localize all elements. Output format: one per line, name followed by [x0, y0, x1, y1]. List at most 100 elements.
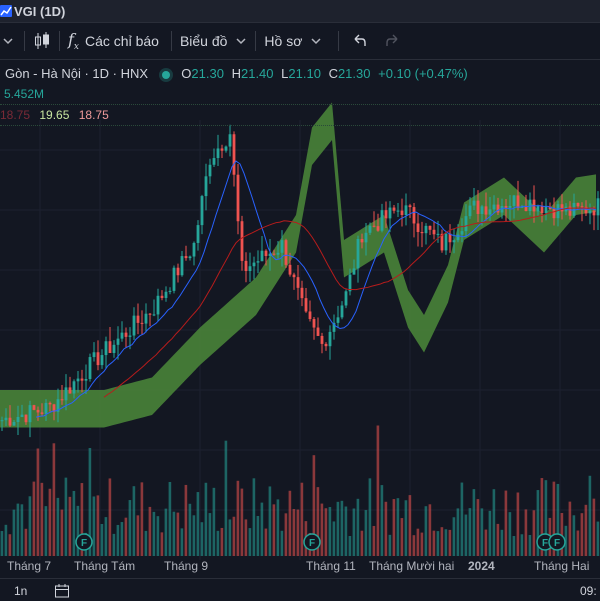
candle-body — [404, 205, 408, 215]
candle-body — [152, 314, 156, 316]
volume-bar — [136, 515, 140, 556]
candle-body — [552, 208, 556, 219]
candle-body — [344, 291, 348, 306]
volume-bar — [424, 506, 428, 556]
ichimoku-value-3: 18.75 — [78, 108, 109, 122]
candle-body — [524, 206, 528, 212]
volume-bar — [208, 513, 212, 556]
cloud-segment — [220, 306, 224, 348]
undo-button[interactable] — [351, 23, 367, 59]
volume-bar — [276, 499, 280, 556]
cloud-segment — [584, 175, 588, 214]
candle-body — [568, 206, 572, 216]
volume-bar — [460, 482, 464, 556]
interval-button[interactable]: 1n — [14, 584, 28, 598]
volume-bar — [292, 509, 296, 556]
volume-bar — [372, 525, 376, 556]
candle-body — [196, 225, 200, 243]
candle-body — [460, 231, 464, 235]
candle-body — [324, 343, 328, 347]
cloud-segment — [416, 302, 420, 347]
volume-bar — [0, 531, 4, 556]
candle-type-button[interactable] — [33, 23, 51, 59]
volume-bar — [188, 503, 192, 556]
redo-button[interactable] — [385, 23, 401, 59]
volume-bar — [32, 481, 36, 556]
candle-body — [496, 204, 500, 213]
cloud-segment — [592, 174, 596, 213]
candle-body — [260, 250, 264, 262]
cloud-segment — [84, 390, 88, 428]
volume-bar — [572, 515, 576, 556]
cloud-segment — [432, 290, 436, 336]
event-marker — [303, 533, 321, 551]
cloud-segment — [456, 218, 460, 272]
cloud-segment — [444, 265, 448, 311]
event-marker — [75, 533, 93, 551]
candle-body — [544, 206, 548, 214]
volume-bar — [36, 448, 40, 556]
event-marker-label: F — [554, 538, 560, 549]
event-marker-label: F — [542, 538, 548, 549]
volume-bar — [64, 477, 68, 556]
candle-body — [4, 417, 8, 421]
candle-body — [100, 355, 104, 366]
volume-bar — [592, 498, 596, 556]
cloud-segment — [452, 233, 456, 287]
volume-bar — [8, 534, 12, 556]
volume-bar — [124, 517, 128, 556]
volume-bar — [96, 495, 100, 556]
candle-body — [432, 229, 436, 235]
candle-body — [316, 327, 320, 336]
candle-body — [288, 264, 292, 275]
indicators-button[interactable]: fx Các chỉ báo — [68, 23, 159, 59]
calendar-icon[interactable] — [54, 583, 70, 599]
cloud-segment — [352, 232, 356, 273]
time-axis-label: Tháng 11 — [306, 559, 356, 573]
candle-body — [76, 378, 80, 382]
profiles-button[interactable]: Hồ sơ — [264, 23, 322, 59]
charts-button[interactable]: Biểu đồ — [180, 23, 247, 59]
cloud-segment — [176, 348, 180, 390]
volume-bar — [504, 490, 508, 556]
cloud-segment — [288, 221, 292, 265]
candle-body — [276, 252, 280, 255]
candle-body — [224, 146, 228, 151]
candle-body — [236, 174, 240, 222]
toolbar-divider — [338, 31, 340, 51]
close-label: C — [328, 66, 338, 81]
cloud-segment — [112, 386, 116, 426]
market-status-dot — [161, 70, 170, 79]
cloud-segment — [128, 382, 132, 422]
cloud-segment — [260, 265, 264, 309]
cloud-segment — [316, 117, 320, 160]
volume-bar — [100, 523, 104, 556]
candle-body — [556, 204, 560, 219]
cloud-segment — [544, 210, 548, 253]
candle-body — [588, 210, 592, 214]
candle-body — [204, 176, 208, 197]
candle-body — [92, 352, 96, 358]
candle-body — [448, 233, 452, 243]
interval-dropdown-chevron[interactable] — [2, 23, 14, 59]
candle-body — [244, 260, 248, 272]
volume-bar — [132, 486, 136, 556]
cloud-segment — [0, 390, 4, 428]
candle-body — [144, 313, 148, 324]
cloud-segment — [276, 240, 280, 284]
volume-bar — [368, 478, 372, 556]
cloud-segment — [144, 378, 148, 418]
function-icon: fx — [68, 29, 79, 53]
cloud-segment — [392, 240, 396, 290]
candle-body — [396, 210, 400, 212]
candle-body — [284, 240, 288, 265]
time-axis: Tháng 7 Tháng Tám Tháng 9 Tháng 11 Tháng Mườ… — [7, 559, 589, 573]
candle-body — [84, 378, 88, 381]
volume-bar — [496, 523, 500, 556]
volume-bar — [104, 517, 108, 556]
volume-bar — [352, 508, 356, 556]
volume-bar — [168, 481, 172, 556]
candle-body — [512, 195, 516, 206]
candle-body — [560, 204, 564, 212]
